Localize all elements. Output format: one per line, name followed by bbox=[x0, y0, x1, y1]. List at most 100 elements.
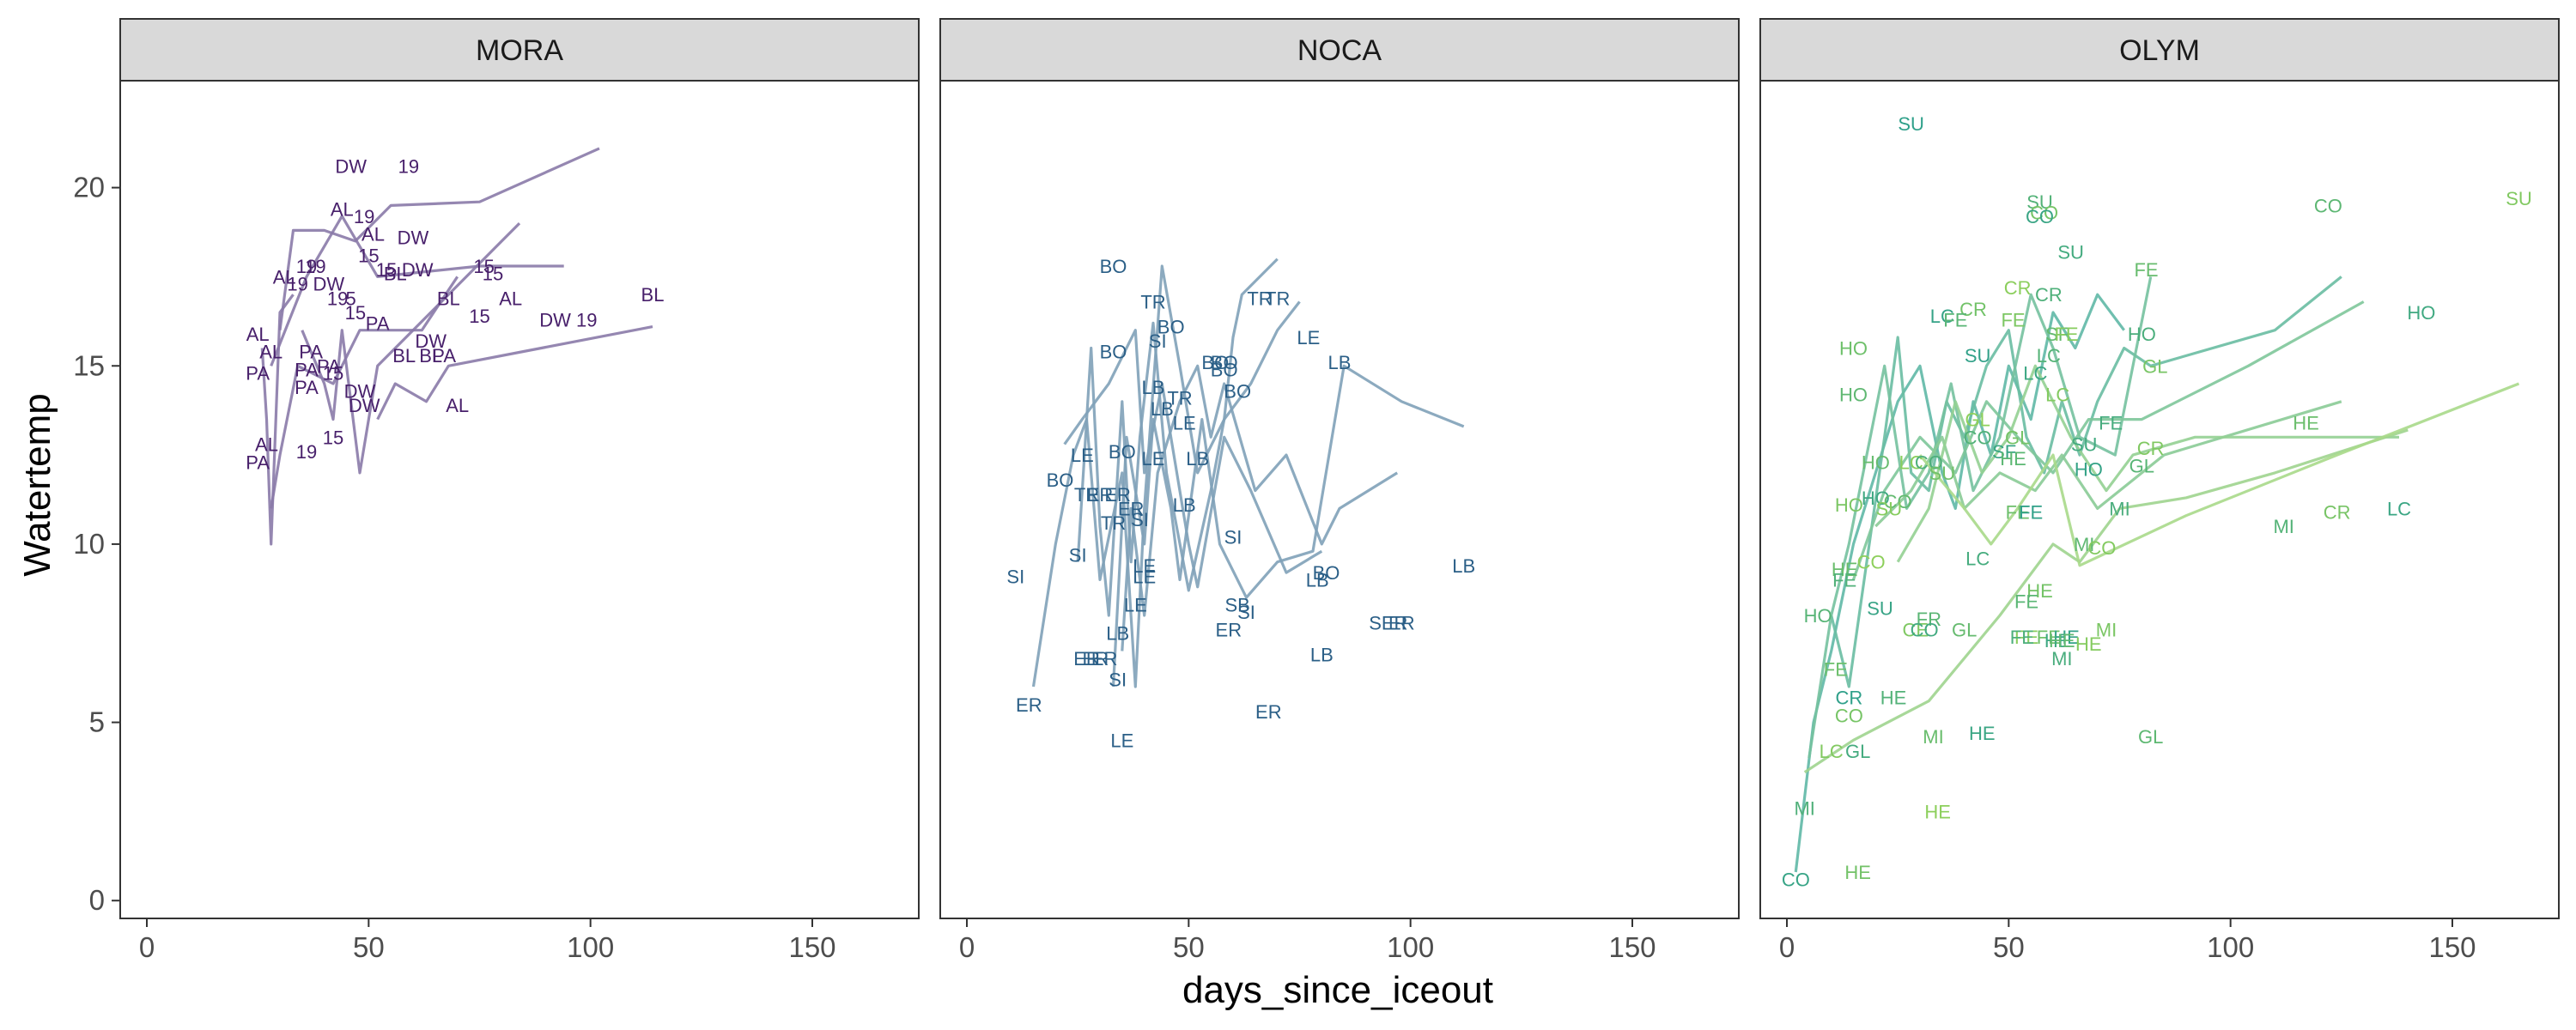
x-tick-label: 0 bbox=[139, 931, 155, 963]
point-label: SB bbox=[1224, 595, 1249, 616]
series-line bbox=[270, 215, 564, 367]
point-label: BO bbox=[1211, 352, 1238, 373]
point-label: LC bbox=[2045, 384, 2069, 405]
point-label: CO bbox=[1857, 552, 1886, 573]
series-line bbox=[1851, 300, 2365, 580]
point-label: FE bbox=[2134, 259, 2158, 281]
panel-border bbox=[939, 80, 1740, 919]
series-line bbox=[1918, 382, 2520, 567]
point-label: LB bbox=[1173, 494, 1196, 516]
point-label: LB bbox=[1106, 623, 1129, 645]
point-label: AL bbox=[246, 324, 270, 345]
point-label: HE bbox=[2075, 633, 2102, 655]
point-label: LB bbox=[1186, 448, 1209, 470]
point-label: FE bbox=[1832, 569, 1856, 591]
point-label: CO bbox=[1915, 451, 1943, 473]
point-label: GL bbox=[2005, 427, 2030, 448]
series-line bbox=[1121, 364, 1399, 651]
x-tick-label: 50 bbox=[1993, 931, 2025, 963]
point-label: 19 bbox=[398, 156, 419, 178]
point-label: FE bbox=[2014, 591, 2038, 612]
point-label: LB bbox=[1306, 569, 1329, 591]
point-label: CR bbox=[1959, 299, 1987, 320]
point-label: MI bbox=[2074, 534, 2094, 555]
point-label: 19 bbox=[327, 288, 348, 309]
point-label: FE bbox=[2001, 309, 2025, 330]
point-label: MI bbox=[2109, 498, 2129, 519]
series-line bbox=[1807, 276, 2153, 759]
point-label: PA bbox=[317, 355, 341, 377]
point-label: LB bbox=[1151, 398, 1174, 420]
series-line bbox=[301, 221, 521, 475]
x-tick-label: 100 bbox=[567, 931, 614, 963]
point-label: CE bbox=[1903, 620, 1929, 641]
point-label: TR bbox=[1140, 291, 1165, 312]
point-label: SI bbox=[1006, 566, 1024, 587]
point-label: HO bbox=[1862, 451, 1890, 473]
point-label: BO bbox=[1211, 359, 1238, 380]
point-label: 15 bbox=[469, 306, 489, 327]
point-label: CO bbox=[1835, 705, 1863, 726]
point-label: TR bbox=[1247, 288, 1272, 309]
point-label: AL bbox=[255, 434, 278, 456]
x-tick-label: 50 bbox=[1173, 931, 1205, 963]
point-label: SU bbox=[1965, 345, 1991, 367]
point-label: CR bbox=[2035, 284, 2063, 306]
y-tick-label: 20 bbox=[73, 172, 105, 203]
series-line bbox=[1111, 364, 1465, 688]
point-label: 5 bbox=[346, 288, 356, 309]
x-tick-label: 150 bbox=[2428, 931, 2476, 963]
x-tick-label: 100 bbox=[1387, 931, 1434, 963]
point-label: SI bbox=[1224, 527, 1242, 548]
point-label: 19 bbox=[354, 206, 374, 227]
point-label: SU bbox=[1867, 598, 1893, 620]
point-label: TR bbox=[1101, 512, 1126, 534]
point-label: LE bbox=[1297, 327, 1320, 348]
point-label: LB bbox=[1310, 645, 1334, 666]
point-label: GL bbox=[2142, 355, 2167, 377]
point-label: BO bbox=[1047, 470, 1074, 491]
point-label: CO bbox=[1782, 869, 1810, 890]
point-label: HO bbox=[2075, 459, 2103, 481]
point-label: PA bbox=[366, 312, 390, 334]
point-label: SER bbox=[1369, 612, 1407, 633]
point-label: ER bbox=[1255, 701, 1282, 723]
point-label: LB bbox=[1142, 377, 1165, 398]
point-label: ER bbox=[1118, 498, 1145, 519]
point-label: MI bbox=[2096, 620, 2117, 641]
point-label: SU bbox=[1929, 463, 1956, 484]
point-label: ER bbox=[1083, 648, 1109, 670]
point-label: HO bbox=[2407, 302, 2435, 324]
x-tick-label: 0 bbox=[1779, 931, 1795, 963]
point-label: HE bbox=[1924, 801, 1951, 822]
point-label: LE bbox=[1071, 445, 1094, 466]
point-label: FE bbox=[2010, 627, 2034, 648]
point-label: MI bbox=[1923, 726, 1943, 748]
point-label: ER bbox=[1073, 648, 1100, 670]
point-label: HE bbox=[1832, 559, 1858, 580]
point-label: HO bbox=[1804, 605, 1832, 627]
point-label: CR bbox=[2004, 277, 2032, 299]
point-label: FE bbox=[1824, 658, 1848, 680]
point-label: BL bbox=[384, 263, 407, 284]
point-label: PA bbox=[246, 451, 270, 473]
point-label: HE bbox=[2053, 627, 2080, 648]
point-label: 15 bbox=[323, 363, 343, 385]
point-label: BO bbox=[1201, 352, 1229, 373]
point-label: AL bbox=[446, 395, 469, 416]
point-label: TR bbox=[1167, 388, 1192, 409]
series-line bbox=[1803, 428, 2409, 774]
point-label: BO bbox=[1313, 562, 1340, 584]
point-label: AL bbox=[499, 288, 522, 309]
point-label: MI bbox=[2273, 516, 2293, 537]
point-label: ER bbox=[1216, 620, 1242, 641]
point-label: BL bbox=[392, 345, 416, 367]
point-label: SI bbox=[1131, 509, 1149, 530]
point-label: SF bbox=[2045, 324, 2069, 345]
point-label: TR bbox=[1265, 288, 1290, 309]
point-label: FE bbox=[2014, 627, 2038, 648]
series-line bbox=[1063, 329, 1323, 589]
